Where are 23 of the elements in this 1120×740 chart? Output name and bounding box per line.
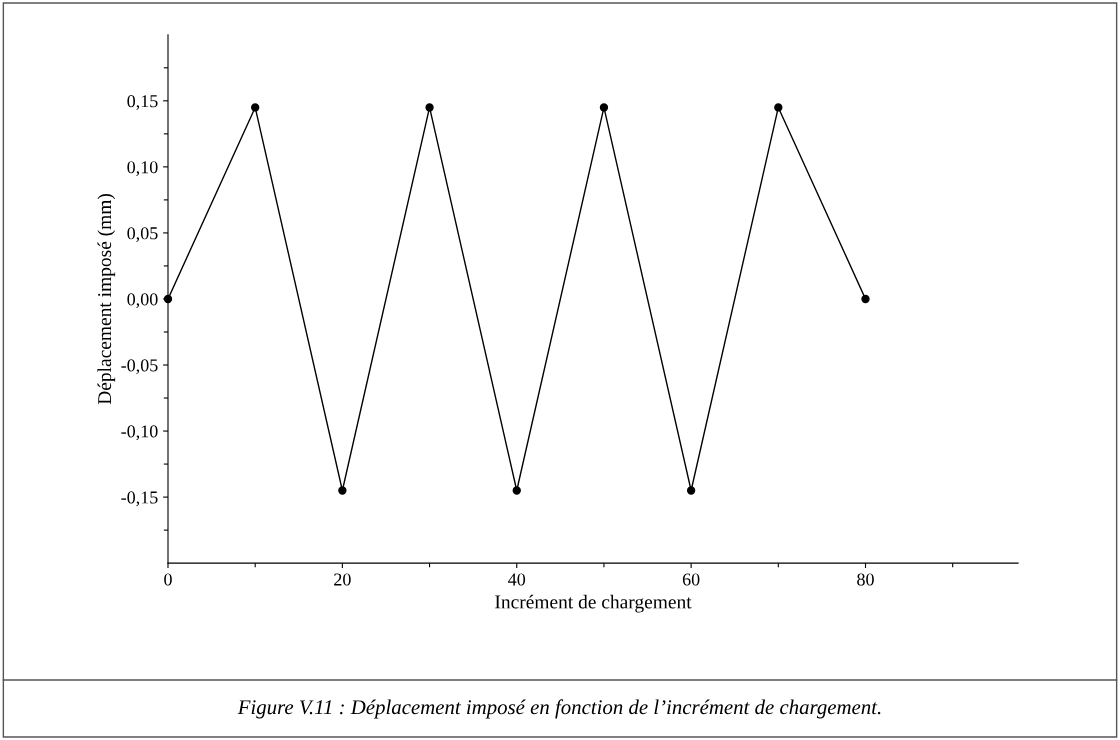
point <box>251 103 260 112</box>
point <box>512 486 521 495</box>
y-tick-label: -0,10 <box>121 425 158 441</box>
y-tick-label: 0,05 <box>127 227 158 242</box>
x-tick-label: 20 <box>334 573 351 586</box>
x-tick-label: 60 <box>682 573 700 586</box>
x-tick-label: 40 <box>508 573 526 586</box>
y-tick-label: 0,00 <box>127 293 158 308</box>
point <box>338 486 347 495</box>
point <box>774 103 783 112</box>
text: Figure V.11 : Déplacement imposé en fonction de l’incrément de chargement. <box>237 699 881 719</box>
point <box>425 103 434 112</box>
y-tick-label: -0,15 <box>121 491 158 507</box>
y-axis-title: Déplacement imposé (mm) <box>97 193 116 405</box>
y-tick-label: 0,10 <box>127 161 158 176</box>
x-tick-label: 80 <box>857 573 874 586</box>
point <box>599 103 609 112</box>
y-tick-label: 0,15 <box>127 95 158 110</box>
x-axis-title: Incrément de chargement <box>495 594 692 613</box>
point <box>861 294 870 304</box>
point <box>686 486 696 495</box>
x-tick-label: 0 <box>164 573 172 586</box>
y-tick-label: -0,05 <box>121 359 158 375</box>
